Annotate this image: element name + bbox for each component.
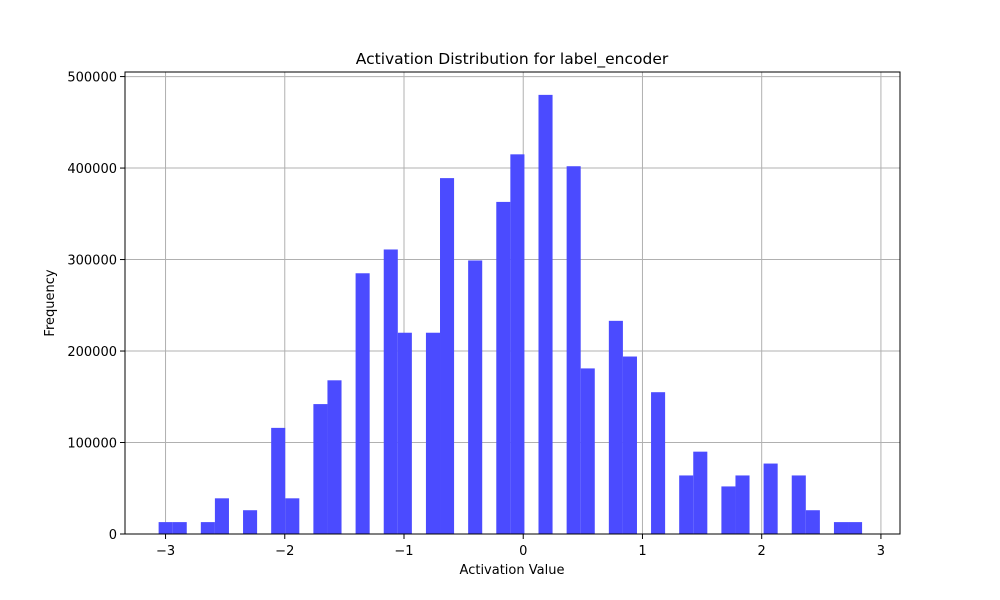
histogram-bar <box>313 404 328 534</box>
histogram-bar <box>608 320 623 534</box>
histogram-bar <box>833 522 849 534</box>
histogram-bar <box>538 94 553 535</box>
histogram-bar <box>721 486 736 534</box>
y-axis-label: Frequency <box>43 269 58 336</box>
x-tick-label: 1 <box>638 544 646 559</box>
histogram-bar <box>285 498 300 534</box>
histogram-bar <box>158 522 173 534</box>
y-tick-label: 0 <box>109 528 117 543</box>
x-tick-label: −3 <box>156 544 175 559</box>
histogram-bar <box>848 522 863 534</box>
y-tick-label: 300000 <box>67 254 117 269</box>
y-tick-label: 100000 <box>67 437 117 452</box>
histogram-bar <box>510 154 525 534</box>
histogram-bar <box>200 522 215 534</box>
x-tick-label: 2 <box>758 544 766 559</box>
y-tick-label: 400000 <box>67 162 117 177</box>
x-tick-label: −2 <box>275 544 294 559</box>
histogram-bar <box>397 332 412 534</box>
x-tick-label: −1 <box>394 544 413 559</box>
histogram-bar <box>651 392 666 534</box>
chart-title: Activation Distribution for label_encode… <box>356 50 669 69</box>
histogram-bar <box>172 522 187 534</box>
histogram-bar <box>496 201 511 534</box>
histogram-bar <box>440 178 455 534</box>
plot-frame <box>124 71 901 535</box>
histogram-bar <box>355 273 370 534</box>
x-tick-label: 0 <box>519 544 527 559</box>
y-tick-label: 200000 <box>67 345 117 360</box>
histogram-bar <box>327 380 342 534</box>
histogram-bars <box>158 94 863 535</box>
histogram-bar <box>383 249 398 534</box>
histogram-bar <box>805 510 820 534</box>
histogram-bar <box>468 260 483 534</box>
histogram-bar <box>425 332 441 534</box>
histogram-bar <box>214 498 229 534</box>
x-axis-ticks: −3 −2 −1 0 1 2 3 <box>156 534 885 559</box>
histogram-bar <box>693 451 708 534</box>
histogram-bar <box>580 368 595 534</box>
histogram-bar <box>271 427 286 534</box>
x-tick-label: 3 <box>877 544 885 559</box>
x-axis-label: Activation Value <box>460 563 565 578</box>
histogram-bar <box>763 463 778 534</box>
y-tick-label: 500000 <box>67 71 117 86</box>
histogram-bar <box>243 510 258 534</box>
histogram-bar <box>735 475 750 534</box>
y-axis-ticks: 0 100000 200000 300000 400000 500000 <box>67 71 125 543</box>
histogram-bar <box>791 475 806 534</box>
histogram-bar <box>566 166 581 534</box>
histogram-bar <box>679 475 694 534</box>
histogram-bar <box>622 356 637 534</box>
